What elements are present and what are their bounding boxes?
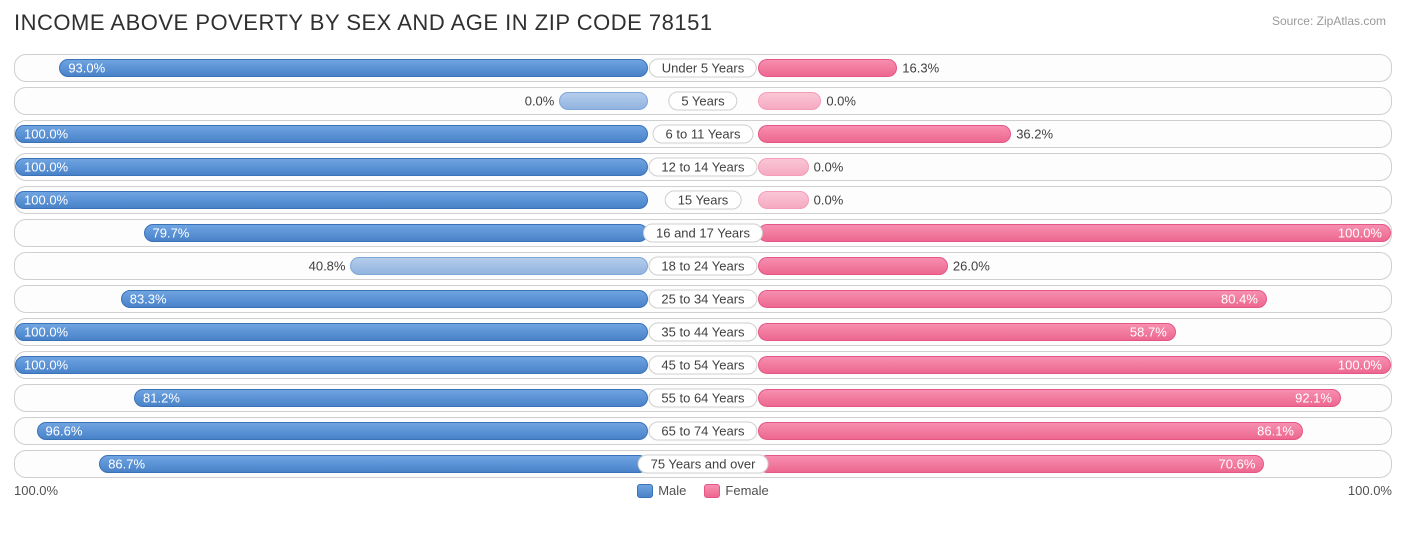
chart-row: 79.7% 100.0% 16 and 17 Years <box>14 219 1392 247</box>
chart-row: 100.0% 0.0% 15 Years <box>14 186 1392 214</box>
male-value: 100.0% <box>24 127 68 142</box>
category-label: 18 to 24 Years <box>648 257 757 276</box>
female-bar: 16.3% <box>758 59 897 77</box>
male-bar: 100.0% <box>15 158 648 176</box>
category-label: Under 5 Years <box>649 59 757 78</box>
male-value: 96.6% <box>46 424 83 439</box>
female-bar: 92.1% <box>758 389 1341 407</box>
male-bar: 40.8% <box>350 257 647 275</box>
chart-row: 0.0% 0.0% 5 Years <box>14 87 1392 115</box>
legend-item-female: Female <box>704 483 768 498</box>
chart-row: 96.6% 86.1% 65 to 74 Years <box>14 417 1392 445</box>
male-bar: 81.2% <box>134 389 648 407</box>
female-value: 0.0% <box>814 193 844 208</box>
legend: Male Female <box>637 483 769 498</box>
male-value: 81.2% <box>143 391 180 406</box>
male-bar: 0.0% <box>559 92 648 110</box>
legend-female-label: Female <box>725 483 768 498</box>
female-value: 16.3% <box>902 61 939 76</box>
male-value: 100.0% <box>24 160 68 175</box>
legend-item-male: Male <box>637 483 686 498</box>
category-label: 15 Years <box>665 191 742 210</box>
male-bar: 100.0% <box>15 191 648 209</box>
male-value: 100.0% <box>24 325 68 340</box>
chart-row: 83.3% 80.4% 25 to 34 Years <box>14 285 1392 313</box>
female-value: 100.0% <box>1338 226 1382 241</box>
category-label: 12 to 14 Years <box>648 158 757 177</box>
female-bar: 36.2% <box>758 125 1011 143</box>
category-label: 25 to 34 Years <box>648 290 757 309</box>
female-value: 86.1% <box>1257 424 1294 439</box>
male-bar: 83.3% <box>121 290 648 308</box>
female-value: 80.4% <box>1221 292 1258 307</box>
male-value: 86.7% <box>108 457 145 472</box>
male-swatch-icon <box>637 484 653 498</box>
male-bar: 86.7% <box>99 455 648 473</box>
male-bar: 93.0% <box>59 59 648 77</box>
chart-row: 100.0%0.0%12 to 14 Years <box>14 153 1392 181</box>
category-label: 65 to 74 Years <box>648 422 757 441</box>
female-bar: 0.0% <box>758 191 809 209</box>
source-attribution: Source: ZipAtlas.com <box>1272 10 1392 28</box>
category-label: 5 Years <box>668 92 737 111</box>
female-bar: 100.0% <box>758 356 1391 374</box>
male-bar: 79.7% <box>144 224 648 242</box>
chart-row: 81.2% 92.1% 55 to 64 Years <box>14 384 1392 412</box>
category-label: 6 to 11 Years <box>653 125 754 144</box>
legend-male-label: Male <box>658 483 686 498</box>
male-bar: 100.0% <box>15 125 648 143</box>
chart-row: 93.0%16.3%Under 5 Years <box>14 54 1392 82</box>
male-bar: 100.0% <box>15 356 648 374</box>
category-label: 16 and 17 Years <box>643 224 763 243</box>
female-value: 0.0% <box>814 160 844 175</box>
female-value: 0.0% <box>826 94 856 109</box>
female-bar: 100.0% <box>758 224 1391 242</box>
female-value: 92.1% <box>1295 391 1332 406</box>
male-value: 79.7% <box>153 226 190 241</box>
axis-left-max: 100.0% <box>14 483 58 498</box>
chart-title: INCOME ABOVE POVERTY BY SEX AND AGE IN Z… <box>14 10 713 36</box>
category-label: 45 to 54 Years <box>648 356 757 375</box>
chart-row: 40.8%26.0%18 to 24 Years <box>14 252 1392 280</box>
female-bar: 70.6% <box>758 455 1264 473</box>
female-value: 36.2% <box>1016 127 1053 142</box>
female-bar: 0.0% <box>758 92 821 110</box>
female-bar: 86.1% <box>758 422 1303 440</box>
female-bar: 26.0% <box>758 257 948 275</box>
category-label: 35 to 44 Years <box>648 323 757 342</box>
male-value: 0.0% <box>525 94 555 109</box>
female-value: 70.6% <box>1219 457 1256 472</box>
female-value: 100.0% <box>1338 358 1382 373</box>
chart-row: 86.7% 70.6% 75 Years and over <box>14 450 1392 478</box>
chart-row: 100.0% 58.7% 35 to 44 Years <box>14 318 1392 346</box>
category-label: 75 Years and over <box>638 455 769 474</box>
male-value: 40.8% <box>309 259 346 274</box>
male-value: 93.0% <box>68 61 105 76</box>
female-bar: 58.7% <box>758 323 1176 341</box>
male-bar: 96.6% <box>37 422 648 440</box>
male-value: 100.0% <box>24 193 68 208</box>
male-bar: 100.0% <box>15 323 648 341</box>
female-value: 58.7% <box>1130 325 1167 340</box>
chart-row: 100.0%36.2%6 to 11 Years <box>14 120 1392 148</box>
male-value: 100.0% <box>24 358 68 373</box>
female-value: 26.0% <box>953 259 990 274</box>
female-swatch-icon <box>704 484 720 498</box>
female-bar: 80.4% <box>758 290 1267 308</box>
male-value: 83.3% <box>130 292 167 307</box>
chart-row: 100.0% 100.0% 45 to 54 Years <box>14 351 1392 379</box>
diverging-bar-chart: 93.0%16.3%Under 5 Years0.0%0.0%5 Years10… <box>14 54 1392 478</box>
female-bar: 0.0% <box>758 158 809 176</box>
category-label: 55 to 64 Years <box>648 389 757 408</box>
axis-right-max: 100.0% <box>1348 483 1392 498</box>
